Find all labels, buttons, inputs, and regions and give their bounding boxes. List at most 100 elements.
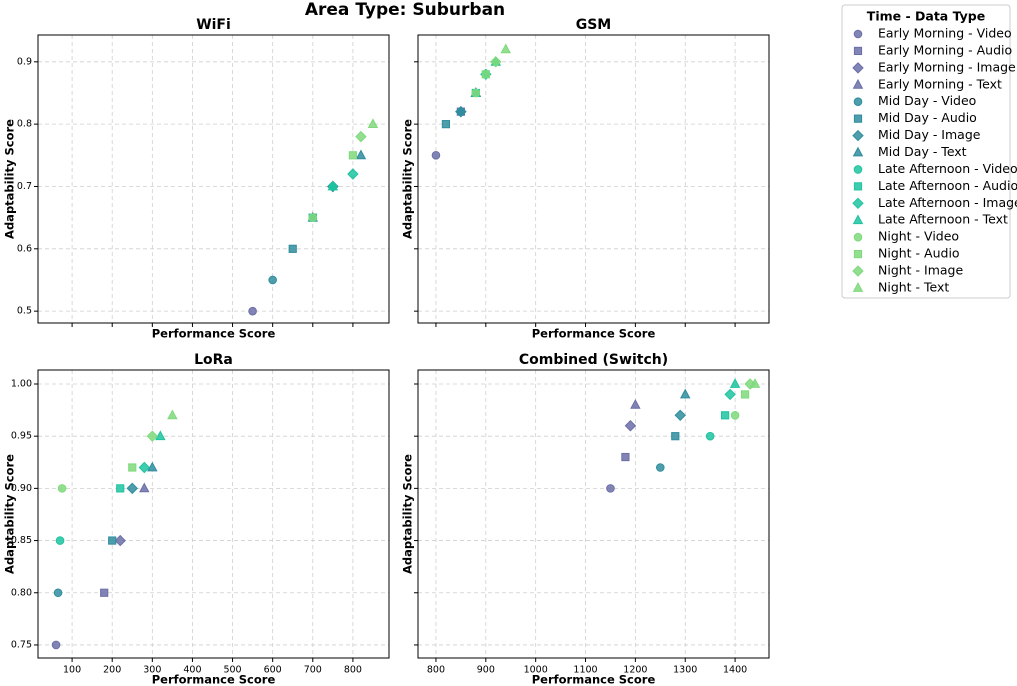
marker (431, 151, 441, 160)
marker (680, 388, 691, 399)
marker (621, 452, 630, 462)
marker (100, 588, 109, 597)
legend-label: Early Morning - Image (878, 59, 1016, 74)
legend-label: Early Morning - Audio (878, 42, 1012, 57)
marker (606, 484, 615, 493)
marker (53, 588, 63, 598)
x-tick-label: 1400 (723, 665, 747, 676)
x-tick-label: 800 (344, 665, 362, 676)
legend-marker (853, 249, 863, 259)
marker (268, 275, 277, 285)
x-tick-label: 100 (63, 665, 81, 676)
y-axis-label: Adaptability Score (401, 119, 415, 239)
legend-label: Late Afternoon - Audio (878, 178, 1017, 193)
marker (128, 463, 137, 472)
marker (167, 409, 178, 420)
marker (139, 482, 150, 493)
legend-label: Mid Day - Audio (878, 110, 977, 125)
legend-label: Late Afternoon - Image (878, 195, 1017, 210)
y-tick-label: 0.6 (17, 243, 32, 254)
marker (441, 120, 451, 129)
axes-frame (417, 369, 770, 659)
legend-marker (852, 282, 864, 292)
legend-title: Time - Data Type (867, 9, 985, 24)
legend-marker (852, 146, 864, 157)
legend-marker (852, 78, 864, 89)
x-tick-label: 300 (143, 665, 161, 676)
marker (57, 484, 67, 493)
marker (147, 461, 158, 472)
legend-marker (853, 29, 863, 39)
marker (724, 388, 736, 401)
y-tick-label: 0.85 (11, 535, 32, 546)
y-tick-label: 0.90 (11, 483, 32, 494)
marker (55, 536, 65, 545)
figure-title: Area Type: Suburban (305, 0, 505, 20)
marker (705, 431, 715, 441)
y-tick-label: 0.7 (17, 181, 32, 192)
marker (248, 306, 257, 316)
legend-marker (852, 62, 864, 74)
marker (51, 640, 61, 650)
y-tick-label: 1.00 (11, 378, 32, 389)
x-axis-label: Performance Score (152, 327, 276, 341)
marker (355, 149, 367, 160)
y-axis-label: Adaptability Score (401, 454, 415, 574)
marker (288, 244, 297, 253)
legend-label: Night - Image (878, 263, 963, 278)
marker (114, 534, 126, 547)
marker (455, 105, 467, 118)
marker (624, 420, 637, 432)
subplot-title: WiFi (196, 17, 231, 33)
x-tick-label: 1000 (524, 665, 548, 676)
marker (630, 399, 641, 409)
x-tick-label: 500 (223, 665, 241, 676)
legend-marker (853, 232, 863, 242)
x-tick-label: 1300 (673, 665, 697, 676)
legend-label: Early Morning - Text (878, 76, 1002, 91)
marker (146, 430, 159, 442)
axes-frame (417, 34, 770, 324)
legend-marker (853, 182, 863, 191)
marker (490, 56, 502, 68)
subplot-title: Combined (Switch) (519, 352, 668, 368)
marker (671, 432, 680, 441)
x-axis-label: Performance Score (152, 673, 276, 686)
marker (126, 482, 138, 495)
y-tick-label: 0.9 (17, 56, 32, 67)
x-tick-label: 800 (427, 665, 445, 676)
marker (138, 461, 151, 474)
marker (327, 180, 339, 191)
marker (749, 378, 761, 388)
marker (155, 430, 166, 441)
marker (729, 378, 741, 388)
legend-label: Night - Audio (878, 246, 960, 261)
axes-frame (37, 34, 390, 324)
x-tick-label: 600 (264, 665, 282, 676)
legend-label: Late Afternoon - Video (878, 161, 1017, 176)
marker (308, 213, 318, 222)
x-tick-label: 200 (103, 665, 121, 676)
y-tick-label: 0.80 (11, 587, 32, 598)
y-tick-label: 0.95 (11, 431, 32, 442)
marker (740, 390, 750, 399)
marker (471, 88, 481, 98)
legend-label: Early Morning - Video (878, 26, 1012, 41)
y-axis-label: Adaptability Score (3, 119, 17, 239)
legend-label: Mid Day - Image (878, 127, 981, 142)
y-tick-label: 0.5 (17, 306, 32, 317)
marker (730, 411, 740, 420)
legend-marker (852, 214, 864, 225)
x-axis-label: Performance Score (532, 673, 656, 686)
legend-label: Mid Day - Video (878, 93, 976, 108)
legend-box (841, 4, 1011, 299)
legend-label: Late Afternoon - Text (878, 212, 1008, 227)
legend-marker (852, 265, 864, 277)
legend-label: Mid Day - Text (878, 144, 967, 159)
legend-marker (853, 97, 863, 107)
x-tick-label: 700 (304, 665, 322, 676)
x-tick-label: 1100 (573, 665, 597, 676)
marker (367, 118, 379, 129)
marker (481, 70, 490, 79)
